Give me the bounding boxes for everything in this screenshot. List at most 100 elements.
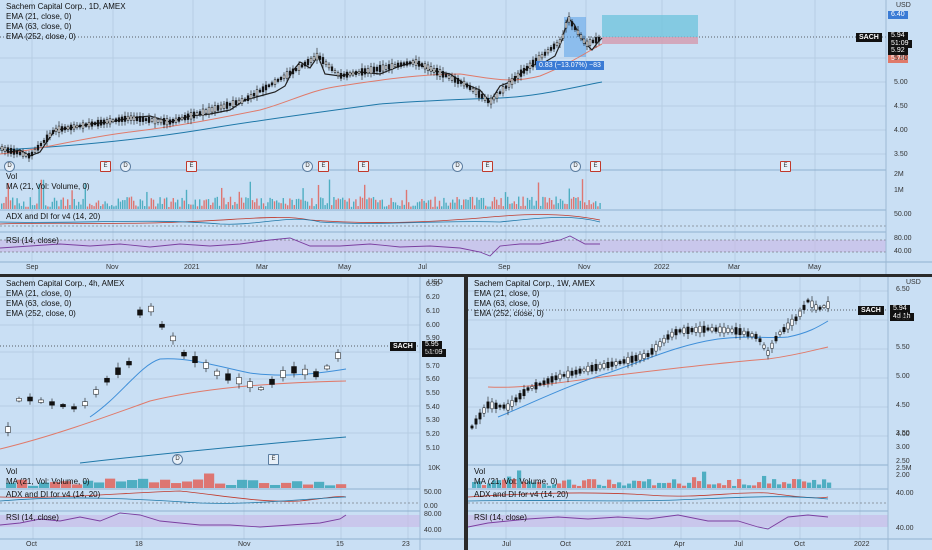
volume-bar	[130, 196, 133, 209]
candle-body	[381, 64, 385, 72]
volume-bar	[535, 200, 537, 209]
four-hour-ema252-label: EMA (252, close, 0)	[6, 309, 76, 318]
candle-body	[249, 94, 253, 99]
volume-bar	[353, 201, 355, 209]
dividend-marker[interactable]: D	[302, 161, 313, 172]
candle-body	[726, 327, 730, 333]
daily-ema252-label: EMA (252, close, 0)	[6, 32, 76, 41]
volume-bar	[772, 479, 777, 488]
weekly-rsi-tick: 40.00	[896, 525, 914, 532]
volume-bar	[465, 199, 467, 209]
volume-bar	[817, 484, 822, 488]
volume-bar	[25, 206, 27, 209]
tick-label: 3.50	[894, 151, 908, 158]
volume-bar	[350, 206, 353, 209]
volume-bar	[31, 205, 34, 209]
candle-body	[822, 305, 826, 308]
earnings-marker[interactable]: E	[100, 161, 111, 172]
volume-bar	[717, 483, 722, 488]
volume-bar	[392, 202, 394, 209]
candle-body	[510, 78, 514, 85]
candle-body	[54, 127, 58, 132]
volume-bar	[562, 200, 564, 209]
candle-body	[258, 387, 264, 391]
tick-label: 2021	[616, 541, 632, 548]
candle-body	[66, 126, 70, 130]
volume-bar	[172, 198, 174, 209]
dividend-marker[interactable]: D	[120, 161, 131, 172]
dividend-marker[interactable]: D	[452, 161, 463, 172]
volume-bar	[311, 198, 313, 209]
candle-body	[514, 397, 518, 403]
candle-body	[252, 92, 256, 97]
earnings-marker[interactable]: E	[358, 161, 369, 172]
candle-body	[538, 382, 542, 386]
candle-body	[69, 124, 73, 131]
tick-label: 6.20	[426, 294, 440, 301]
earnings-marker[interactable]: E	[318, 161, 329, 172]
volume-bar	[117, 198, 119, 209]
earnings-marker[interactable]: E	[590, 161, 601, 172]
pane-divider-vertical[interactable]	[464, 277, 468, 550]
candle-body	[363, 68, 367, 75]
volume-bar	[265, 206, 267, 209]
tick-label: 3.50	[896, 430, 910, 437]
volume-bar	[303, 484, 314, 488]
weekly-chart-pane[interactable]: Sachem Capital Corp., 1W, AMEX EMA (21, …	[468, 277, 932, 550]
pane-divider-horizontal[interactable]	[0, 274, 932, 277]
weekly-ema21	[497, 320, 829, 418]
earnings-marker[interactable]: E	[482, 161, 493, 172]
volume-bar	[205, 199, 207, 209]
candle-body	[102, 119, 106, 125]
dividend-marker[interactable]: D	[4, 161, 15, 172]
daily-vol-tick-2m: 2M	[894, 171, 904, 178]
candle-body	[682, 327, 686, 334]
candle-body	[494, 402, 498, 409]
tick-label: Mar	[728, 264, 741, 271]
earnings-marker[interactable]: E	[268, 454, 279, 465]
volume-bar	[237, 479, 248, 488]
dividend-marker[interactable]: D	[172, 454, 183, 465]
volume-bar	[40, 179, 42, 209]
candle-body	[302, 368, 308, 376]
volume-bar	[827, 482, 832, 488]
candle-body	[273, 79, 277, 85]
candle-body	[12, 148, 16, 155]
daily-rsi-tick-40: 40.00	[894, 248, 912, 255]
volume-bar	[249, 181, 251, 209]
volume-bar	[542, 484, 547, 488]
candle-body	[261, 86, 265, 93]
four-hour-rsi-tick-80: 80.00	[424, 511, 442, 518]
candle-body	[504, 85, 508, 89]
volume-bar	[375, 199, 377, 209]
volume-bar	[94, 482, 105, 488]
volume-bar	[108, 206, 111, 209]
volume-bar	[507, 476, 512, 488]
candle-body	[558, 373, 562, 380]
four-hour-chart-pane[interactable]: Sachem Capital Corp., 4h, AMEX EMA (21, …	[0, 277, 464, 550]
candle-body	[137, 309, 143, 316]
candle-body	[638, 353, 642, 361]
volume-bar	[430, 199, 432, 209]
four-hour-legend: Sachem Capital Corp., 4h, AMEX EMA (21, …	[6, 279, 124, 319]
volume-bar	[379, 200, 381, 209]
earnings-marker[interactable]: E	[186, 161, 197, 172]
candle-body	[802, 304, 806, 310]
dividend-marker[interactable]: D	[570, 161, 581, 172]
candle-body	[348, 72, 352, 77]
volume-bar	[575, 197, 577, 209]
candle-body	[150, 118, 154, 122]
tick-label: Nov	[106, 264, 119, 271]
volume-bar	[149, 482, 160, 488]
tick-label: 6.10	[426, 308, 440, 315]
candle-body	[294, 68, 298, 72]
earnings-marker[interactable]: E	[780, 161, 791, 172]
volume-bar	[188, 204, 190, 209]
volume-bar	[306, 201, 309, 209]
volume-bar	[122, 200, 124, 209]
volume-bar	[190, 204, 192, 209]
daily-chart-pane[interactable]: Sachem Capital Corp., 1D, AMEX EMA (21, …	[0, 0, 932, 274]
tick-label: 4.50	[896, 402, 910, 409]
volume-bar	[777, 484, 782, 488]
weekly-countdown: 4d 1h	[890, 313, 914, 321]
